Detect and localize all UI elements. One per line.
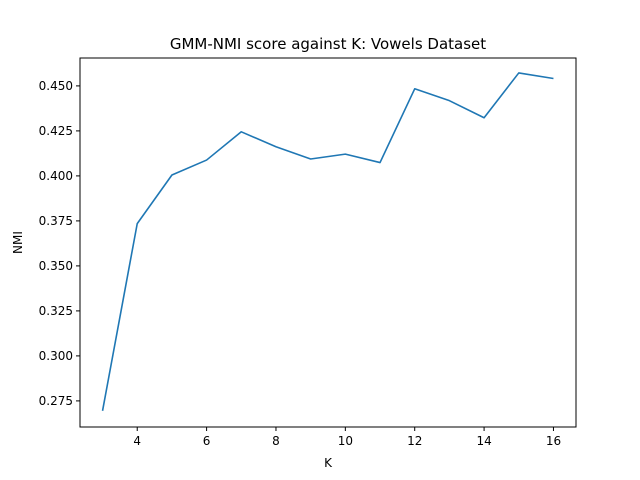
y-tick-label: 0.275 [39,394,73,408]
y-tick-label: 0.375 [39,214,73,228]
plot-area [101,72,554,411]
chart-title: GMM-NMI score against K: Vowels Dataset [170,35,486,53]
y-tick-label: 0.350 [39,259,73,273]
x-axis-label: K [324,456,333,470]
x-tick-label: 12 [407,434,422,448]
x-tick-label: 16 [546,434,561,448]
x-axis: 4 6 8 10 12 14 16 [133,427,561,448]
axes-frame [79,57,577,428]
y-tick-label: 0.300 [39,349,73,363]
y-axis: 0.275 0.300 0.325 0.350 0.375 0.400 0.425 0.450 [39,79,80,408]
x-tick-label: 6 [203,434,211,448]
series-line-0 [101,72,554,411]
y-tick-label: 0.325 [39,304,73,318]
x-tick-label: 14 [476,434,491,448]
y-axis-label: NMI [11,231,25,254]
x-tick-label: 10 [338,434,353,448]
y-tick-label: 0.425 [39,124,73,138]
y-tick-label: 0.400 [39,169,73,183]
x-tick-label: 8 [272,434,280,448]
y-tick-label: 0.450 [39,79,73,93]
x-tick-label: 4 [133,434,141,448]
